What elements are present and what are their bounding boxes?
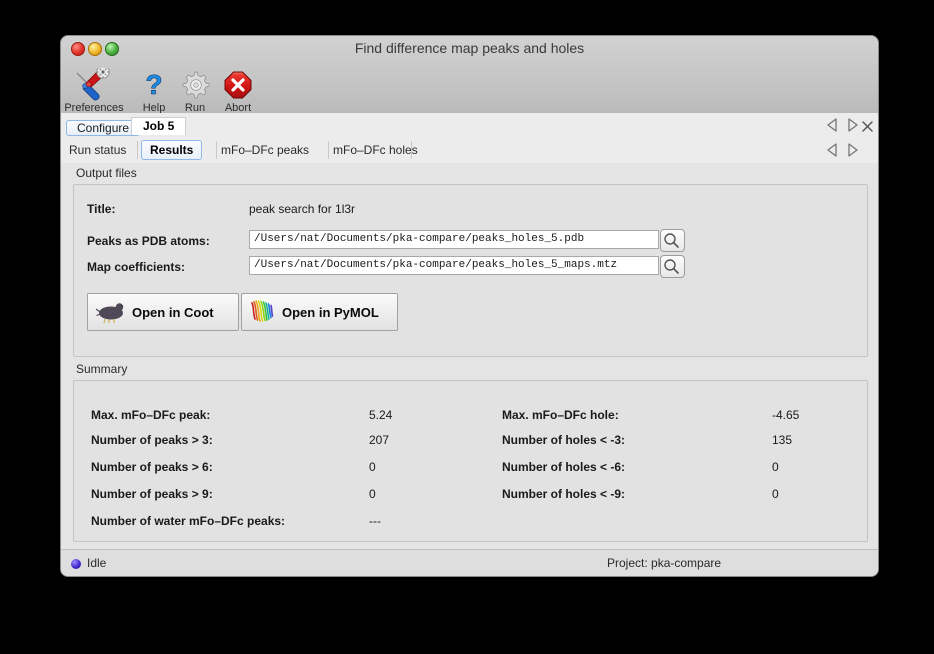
svg-text:?: ? — [145, 69, 162, 100]
